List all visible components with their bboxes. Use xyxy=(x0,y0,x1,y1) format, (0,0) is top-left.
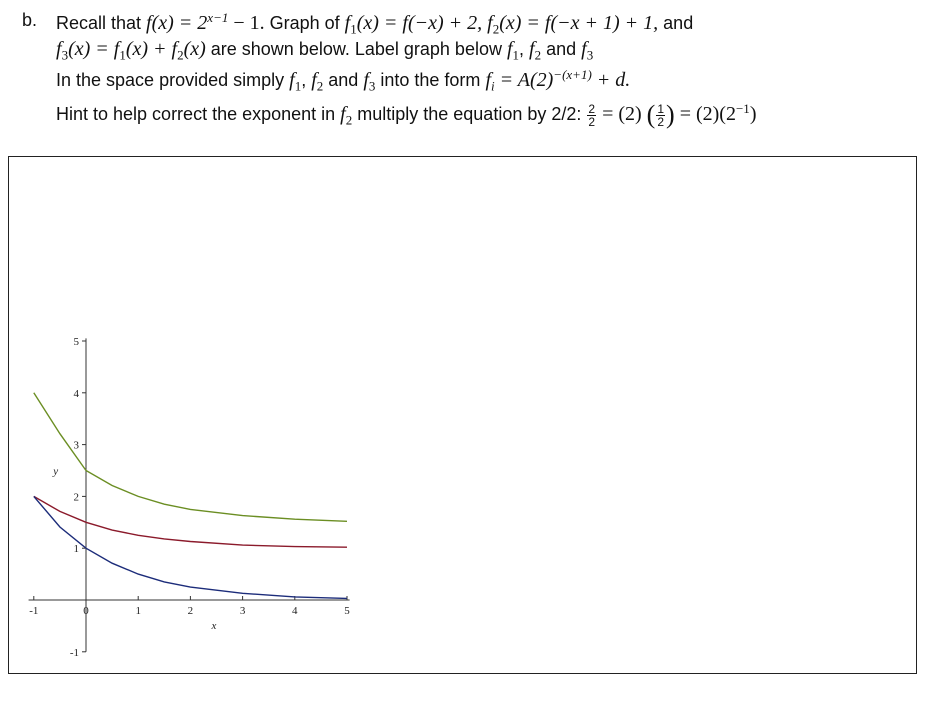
math: = A(2) xyxy=(494,69,554,91)
subscript: 2 xyxy=(534,47,542,63)
text: In the space provided simply xyxy=(56,70,290,90)
math: = (2)(2 xyxy=(674,102,736,125)
math: (x) xyxy=(183,38,206,60)
text: and xyxy=(541,39,582,59)
math: f xyxy=(311,69,317,91)
text: are shown below. Label graph below xyxy=(205,39,507,59)
exponent: x−1 xyxy=(207,10,229,25)
text: and xyxy=(658,13,694,33)
text: and xyxy=(323,70,364,90)
subscript: 3 xyxy=(61,47,69,63)
question-label: b. xyxy=(22,10,38,30)
text: Recall that xyxy=(56,13,147,33)
subscript: 1 xyxy=(294,78,302,94)
text: , xyxy=(519,39,530,59)
math: + d. xyxy=(591,69,631,91)
math: f xyxy=(506,38,513,60)
subscript: 2 xyxy=(177,47,184,63)
math: f xyxy=(529,38,535,60)
question-line-4: Hint to help correct the exponent in f2 … xyxy=(56,100,756,130)
numerator: 1 xyxy=(656,101,666,116)
answer-box[interactable]: -1 0 1 2 3 4 5 -1 1 2 3 4 5 x y xyxy=(8,156,917,674)
series-line-2 xyxy=(33,495,348,548)
left-paren: ( xyxy=(646,100,656,129)
subscript: 2 xyxy=(316,78,324,94)
math: f xyxy=(340,102,346,125)
function-graph: -1 0 1 2 3 4 5 -1 1 2 3 4 5 x y xyxy=(28,336,350,659)
subscript: i xyxy=(491,78,495,94)
math: − 1. xyxy=(228,12,265,34)
question-line-1: Recall that f(x) = 2x−1 − 1. Graph of f1… xyxy=(56,10,693,38)
x-axis-label: x xyxy=(210,620,216,632)
exponent: −(x+1) xyxy=(553,67,592,82)
right-paren: ) xyxy=(666,100,675,129)
y-tick-label: 2 xyxy=(74,491,80,503)
text: into the form xyxy=(375,70,486,90)
y-tick-label: -1 xyxy=(70,647,79,659)
x-tick-label: 3 xyxy=(240,605,246,617)
math: f xyxy=(344,12,351,34)
math: f xyxy=(289,69,295,91)
math: f xyxy=(56,38,62,60)
text: Graph of xyxy=(264,13,345,33)
series-line-1 xyxy=(33,392,348,522)
subscript: 3 xyxy=(368,78,376,94)
text: multiply the equation by 2/2: xyxy=(352,103,587,124)
math: ) xyxy=(749,102,757,125)
math: (x) + f xyxy=(125,38,178,60)
denominator: 2 xyxy=(657,114,665,129)
subscript: 1 xyxy=(350,21,357,37)
math: f xyxy=(363,69,369,91)
subscript: 3 xyxy=(586,47,594,63)
y-tick-label: 3 xyxy=(74,440,80,452)
math: (x) = f(−x) + 2, f xyxy=(356,12,493,34)
y-tick-label: 4 xyxy=(74,388,80,400)
exponent: −1 xyxy=(735,100,750,116)
y-tick-label: 5 xyxy=(74,336,80,348)
math: f xyxy=(485,69,491,91)
subscript: 1 xyxy=(119,47,126,63)
subscript: 2 xyxy=(345,112,353,128)
text: Hint to help correct the exponent in xyxy=(56,103,341,124)
y-tick-label: 1 xyxy=(74,543,80,555)
denominator: 2 xyxy=(588,114,596,129)
x-tick-label: 0 xyxy=(83,605,89,617)
question-line-3: In the space provided simply f1, f2 and … xyxy=(56,67,630,95)
subscript: 1 xyxy=(512,47,520,63)
math: (x) = f(−x + 1) + 1, xyxy=(499,12,659,34)
x-tick-label: 4 xyxy=(292,605,298,617)
math: (x) = f xyxy=(68,38,120,60)
x-tick-label: 2 xyxy=(188,605,194,617)
y-axis-label: y xyxy=(52,466,58,478)
subscript: 2 xyxy=(492,21,500,37)
series-line-3 xyxy=(33,495,348,600)
math: f xyxy=(581,38,587,60)
math: f(x) = 2 xyxy=(146,12,208,34)
math: = (2) xyxy=(597,102,647,125)
x-tick-label: 5 xyxy=(344,605,350,617)
numerator: 2 xyxy=(587,101,597,116)
x-tick-label: -1 xyxy=(29,605,38,617)
text: , xyxy=(301,70,312,90)
question-line-2: f3(x) = f1(x) + f2(x) are shown below. L… xyxy=(56,38,593,64)
x-tick-label: 1 xyxy=(135,605,141,617)
